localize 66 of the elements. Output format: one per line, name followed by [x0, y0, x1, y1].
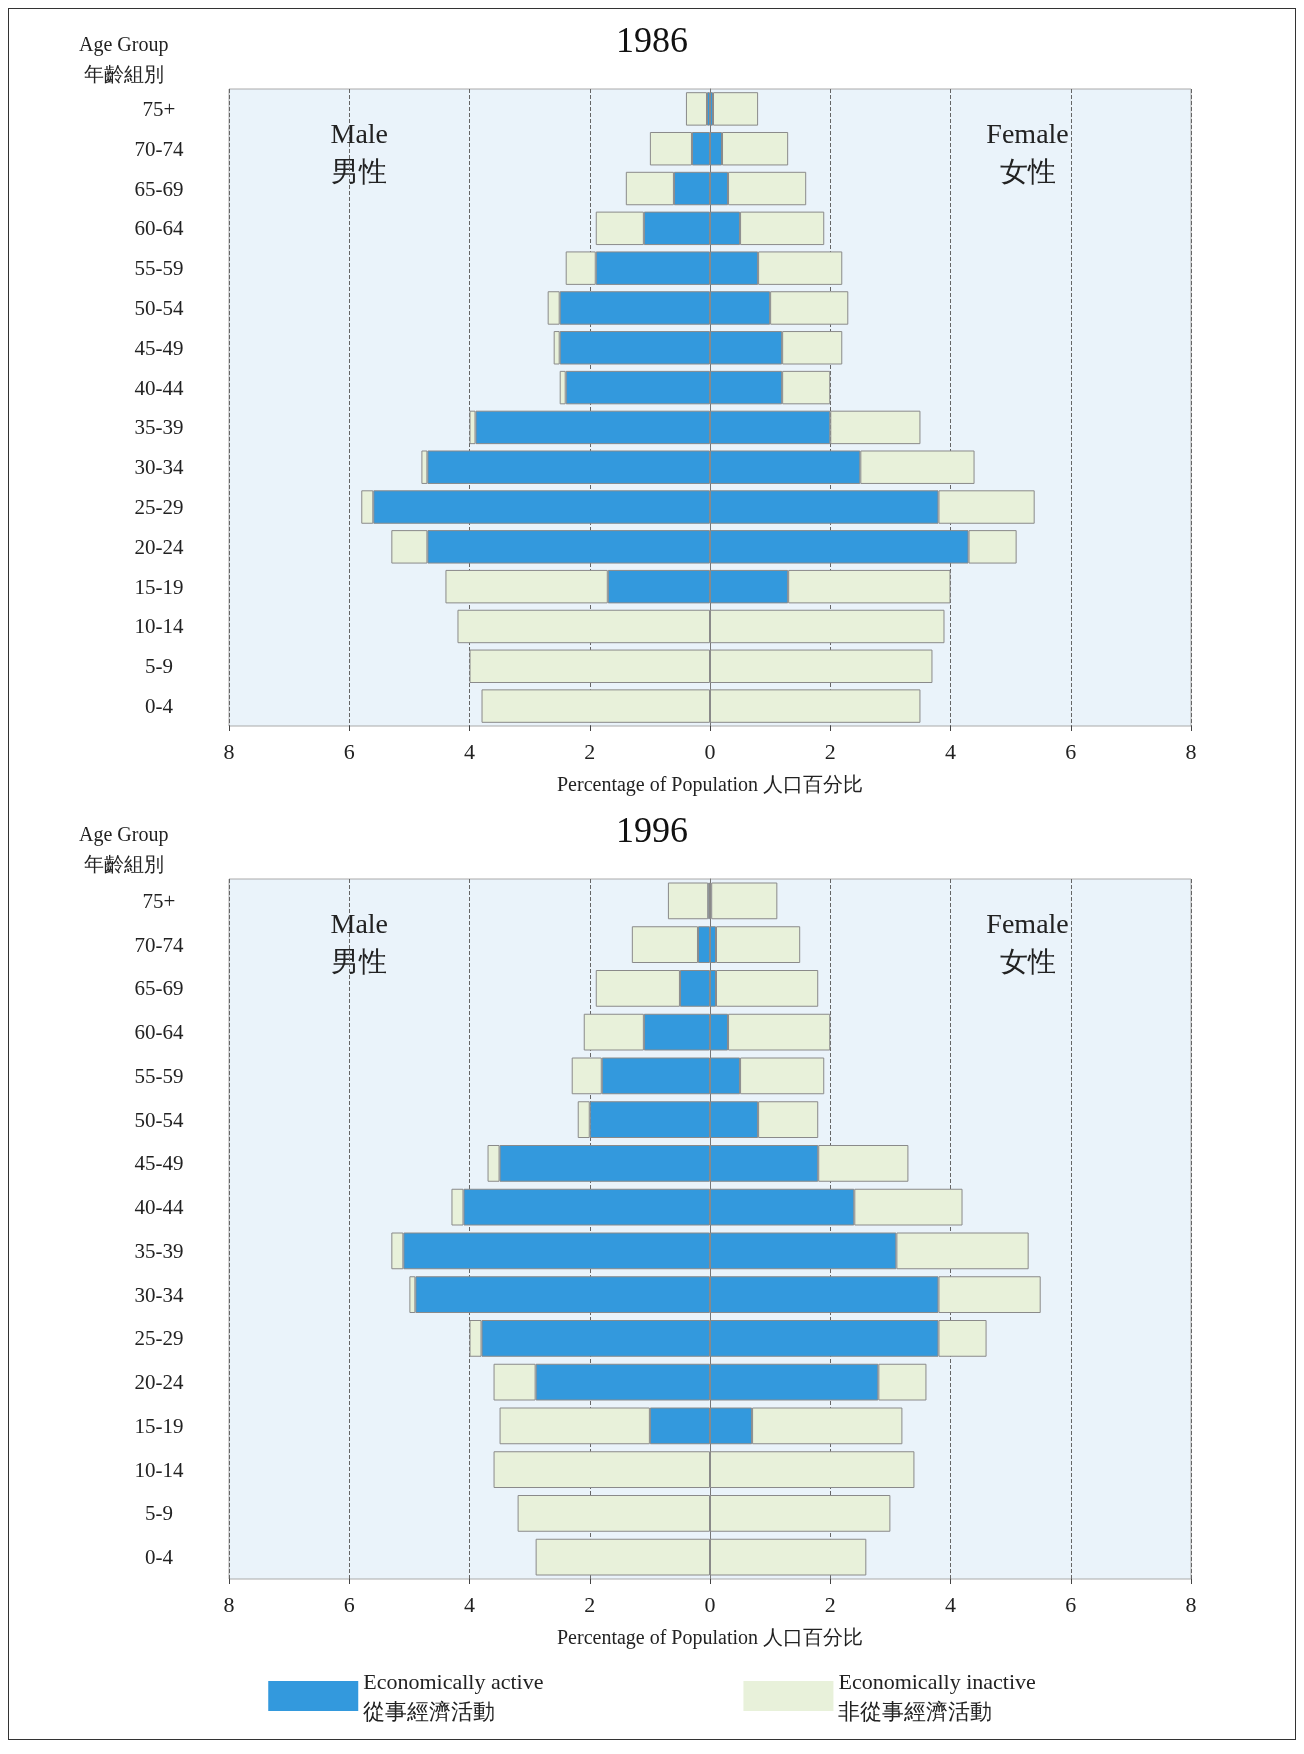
y-tick-label: 75+	[142, 888, 176, 913]
y-tick-label: 30-34	[134, 1282, 184, 1307]
y-tick-label: 40-44	[134, 375, 184, 400]
y-tick-label: 40-44	[134, 1195, 184, 1220]
x-tick-label: 6	[1065, 738, 1077, 764]
y-tick-label: 15-19	[134, 1413, 184, 1438]
y-tick-label: 20-24	[134, 1370, 184, 1395]
y-tick-label: 70-74	[134, 136, 184, 161]
x-tick-label: 6	[343, 1591, 355, 1617]
y-tick-label: 10-14	[134, 1457, 184, 1482]
bar	[667, 882, 709, 920]
x-tick-label: 8	[223, 1591, 235, 1617]
x-tick-label: 6	[1065, 1591, 1077, 1617]
annotation: Female 女性	[986, 117, 1069, 187]
x-axis-title: Percentage of Population 人口百分比	[556, 1626, 864, 1649]
bar	[685, 92, 707, 126]
x-tick-label: 4	[464, 738, 475, 764]
x-tick-label: 4	[464, 1591, 475, 1617]
y-tick-label: 20-24	[134, 534, 184, 559]
x-tick-label: 2	[824, 738, 836, 764]
y-tick-label: 75+	[142, 96, 176, 121]
y-tick-label: 45-49	[134, 1151, 184, 1176]
chart-title: 1996	[616, 810, 688, 850]
x-tick-label: 2	[824, 1591, 836, 1617]
y-tick-label: 25-29	[134, 495, 184, 520]
x-tick-label: 4	[945, 1591, 956, 1617]
x-tick-label: 8	[1185, 1591, 1197, 1617]
y-tick-label: 65-69	[134, 976, 184, 1001]
x-tick-label: 2	[584, 1591, 596, 1617]
y-axis-title: Age Group 年齡組別	[78, 33, 169, 85]
y-tick-label: 15-19	[134, 574, 184, 599]
y-tick-label: 5-9	[145, 654, 173, 679]
annotation: Male 男性	[330, 907, 389, 977]
y-tick-label: 65-69	[134, 176, 184, 201]
x-tick-label: 2	[584, 738, 596, 764]
y-tick-label: 60-64	[134, 216, 184, 241]
x-tick-label: 8	[1185, 738, 1197, 764]
x-tick-label: 4	[945, 738, 956, 764]
bar	[711, 882, 778, 920]
annotation: Male 男性	[330, 117, 389, 187]
y-tick-label: 10-14	[134, 614, 184, 639]
x-tick-label: 6	[343, 738, 355, 764]
chart-title: 1986	[616, 20, 688, 60]
x-axis-title: Percentage of Population 人口百分比	[556, 773, 864, 796]
y-axis-title: Age Group 年齡組別	[78, 823, 169, 875]
y-tick-label: 50-54	[134, 295, 184, 320]
legend-label: Economically inactive 非從事經濟活動	[838, 1668, 1036, 1724]
annotation: Female 女性	[986, 907, 1069, 977]
y-tick-label: 35-39	[134, 1238, 184, 1263]
y-tick-label: 5-9	[145, 1501, 173, 1526]
y-tick-label: 50-54	[134, 1107, 184, 1132]
y-tick-label: 0-4	[145, 694, 174, 719]
x-tick-label: 0	[704, 738, 716, 764]
y-tick-label: 35-39	[134, 415, 184, 440]
y-tick-label: 60-64	[134, 1020, 184, 1045]
y-tick-label: 55-59	[134, 256, 184, 281]
y-tick-label: 30-34	[134, 455, 184, 480]
y-tick-label: 0-4	[145, 1545, 174, 1570]
bar	[713, 92, 759, 126]
x-tick-label: 8	[223, 738, 235, 764]
y-tick-label: 25-29	[134, 1326, 184, 1351]
y-tick-label: 70-74	[134, 932, 184, 957]
legend-label: Economically active 從事經濟活動	[363, 1668, 544, 1724]
x-tick-label: 0	[704, 1591, 716, 1617]
y-tick-label: 45-49	[134, 335, 184, 360]
y-tick-label: 55-59	[134, 1063, 184, 1088]
